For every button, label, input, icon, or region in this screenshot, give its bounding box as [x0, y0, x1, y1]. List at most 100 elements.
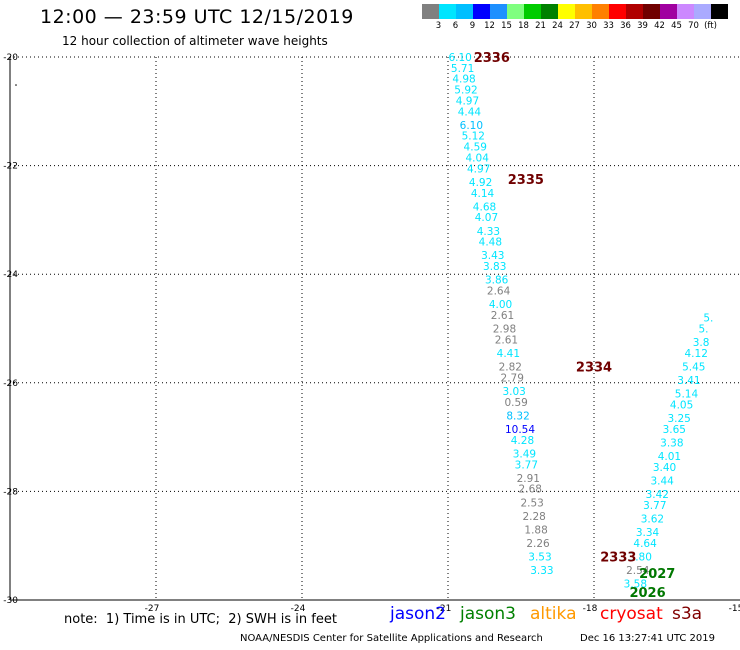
swh-value: 4.59	[464, 142, 487, 154]
swh-value: 2.98	[493, 324, 516, 336]
swh-value: 4.48	[479, 237, 502, 249]
colorbar-swatch	[524, 4, 541, 19]
y-tick-label: -22	[3, 162, 18, 172]
swh-value: 3.77	[515, 459, 538, 471]
colorbar-swatch	[711, 4, 728, 19]
colorbar-label: 6	[452, 21, 459, 31]
y-tick-label: -20	[3, 53, 18, 63]
swh-value: 2.61	[491, 310, 514, 322]
map-title: 12:00 — 23:59 UTC 12/15/2019	[40, 6, 354, 28]
swh-value: 5.12	[462, 131, 485, 143]
colorbar-label: (ft)	[704, 21, 717, 31]
swh-value: 4.14	[471, 188, 495, 200]
swh-value: 5.71	[451, 63, 474, 75]
legend-cryosat: cryosat	[600, 604, 663, 624]
swh-value: 3.40	[653, 462, 676, 474]
pass-number: 2336	[474, 51, 510, 66]
swh-value: 4.04	[466, 152, 490, 164]
colorbar-label: 30	[586, 21, 597, 31]
swh-value: 0.59	[504, 397, 527, 409]
swh-value: 3.33	[530, 565, 553, 577]
colorbar-label: 36	[620, 21, 631, 31]
swh-value: 3.43	[481, 250, 504, 262]
legend-jason2: jason2	[390, 604, 446, 624]
swh-value: 3.41	[677, 375, 700, 387]
swh-value: 4.41	[497, 348, 520, 360]
swh-value: 4.92	[469, 177, 492, 189]
colorbar-label: 21	[535, 21, 546, 31]
legend-s3a: s3a	[672, 604, 703, 624]
map-subtitle: 12 hour collection of altimeter wave hei…	[62, 34, 328, 48]
swh-value: 4.33	[477, 226, 500, 238]
swh-value: 3.8	[693, 337, 710, 349]
colorbar-label: 18	[518, 21, 529, 31]
swh-value: 4.97	[467, 163, 490, 175]
swh-value: 4.44	[458, 106, 482, 118]
y-tick-label: -30	[3, 596, 18, 606]
swh-value: 2.64	[487, 285, 511, 297]
x-tick-label: -15	[729, 604, 740, 614]
colorbar-label: 27	[569, 21, 580, 31]
credit-line: NOAA/NESDIS Center for Satellite Applica…	[240, 633, 543, 644]
swh-value: 2.61	[495, 334, 518, 346]
swh-value: 3.49	[513, 448, 536, 460]
swh-value: 2.68	[519, 484, 542, 496]
swh-value: 3.42	[646, 489, 669, 501]
swh-value: 4.00	[489, 299, 512, 311]
swh-value: 10.54	[505, 424, 535, 436]
colorbar-swatch	[473, 4, 490, 19]
colorbar-swatch	[626, 4, 643, 19]
colorbar-label: 24	[552, 21, 563, 31]
swh-value: 4.28	[511, 435, 534, 447]
colorbar-label: 42	[654, 21, 665, 31]
pass-number: 2026	[629, 586, 665, 601]
colorbar-swatch	[439, 4, 456, 19]
colorbar-swatch	[507, 4, 524, 19]
swh-value: 4.97	[456, 95, 479, 107]
swh-value: 3.77	[643, 500, 666, 512]
swh-value: 2.26	[526, 538, 550, 550]
marker-dot	[15, 84, 17, 86]
pass-number: 2333	[600, 551, 636, 566]
colorbar-swatch	[677, 4, 694, 19]
swh-value: 2.82	[499, 362, 522, 374]
swh-value: 3.34	[636, 527, 660, 539]
colorbar-swatch	[575, 4, 592, 19]
colorbar-label: 70	[688, 21, 699, 31]
y-tick-label: -24	[3, 270, 18, 280]
swh-value: 4.05	[670, 400, 693, 412]
swh-value: 3.65	[663, 424, 686, 436]
x-tick-label: -24	[291, 604, 306, 614]
colorbar-swatch	[643, 4, 660, 19]
swh-value: 1.88	[524, 524, 547, 536]
colorbar-swatch	[456, 4, 473, 19]
y-tick-label: -28	[3, 487, 18, 497]
y-tick-label: -26	[3, 379, 18, 389]
swh-value: 5.92	[454, 85, 477, 97]
swh-value: 3.25	[667, 413, 690, 425]
swh-value: 8.32	[506, 410, 529, 422]
colorbar-label: 15	[501, 21, 512, 31]
generated-timestamp: Dec 16 13:27:41 UTC 2019	[580, 633, 715, 644]
pass-number: 2334	[576, 361, 612, 376]
colorbar-label: 12	[484, 21, 495, 31]
units-note: note: 1) Time is in UTC; 2) SWH is in fe…	[64, 612, 337, 627]
legend-altika: altika	[530, 604, 577, 624]
swh-value: 5.	[703, 313, 713, 325]
swh-value: 6.10	[448, 52, 471, 64]
swh-value: 3.53	[528, 552, 551, 564]
swh-value: 4.12	[685, 348, 708, 360]
x-tick-label: -27	[145, 604, 160, 614]
legend-jason3: jason3	[460, 604, 516, 624]
colorbar-swatch	[541, 4, 558, 19]
colorbar-swatch	[490, 4, 507, 19]
swh-value: 4.01	[658, 451, 681, 463]
x-tick-label: -21	[437, 604, 452, 614]
colorbar-swatch	[558, 4, 575, 19]
swh-value: 2.28	[522, 511, 545, 523]
swh-value: 5.45	[682, 362, 705, 374]
swh-value: 3.80	[629, 552, 652, 564]
swh-value: 3.86	[485, 275, 509, 287]
colorbar-swatch	[609, 4, 626, 19]
